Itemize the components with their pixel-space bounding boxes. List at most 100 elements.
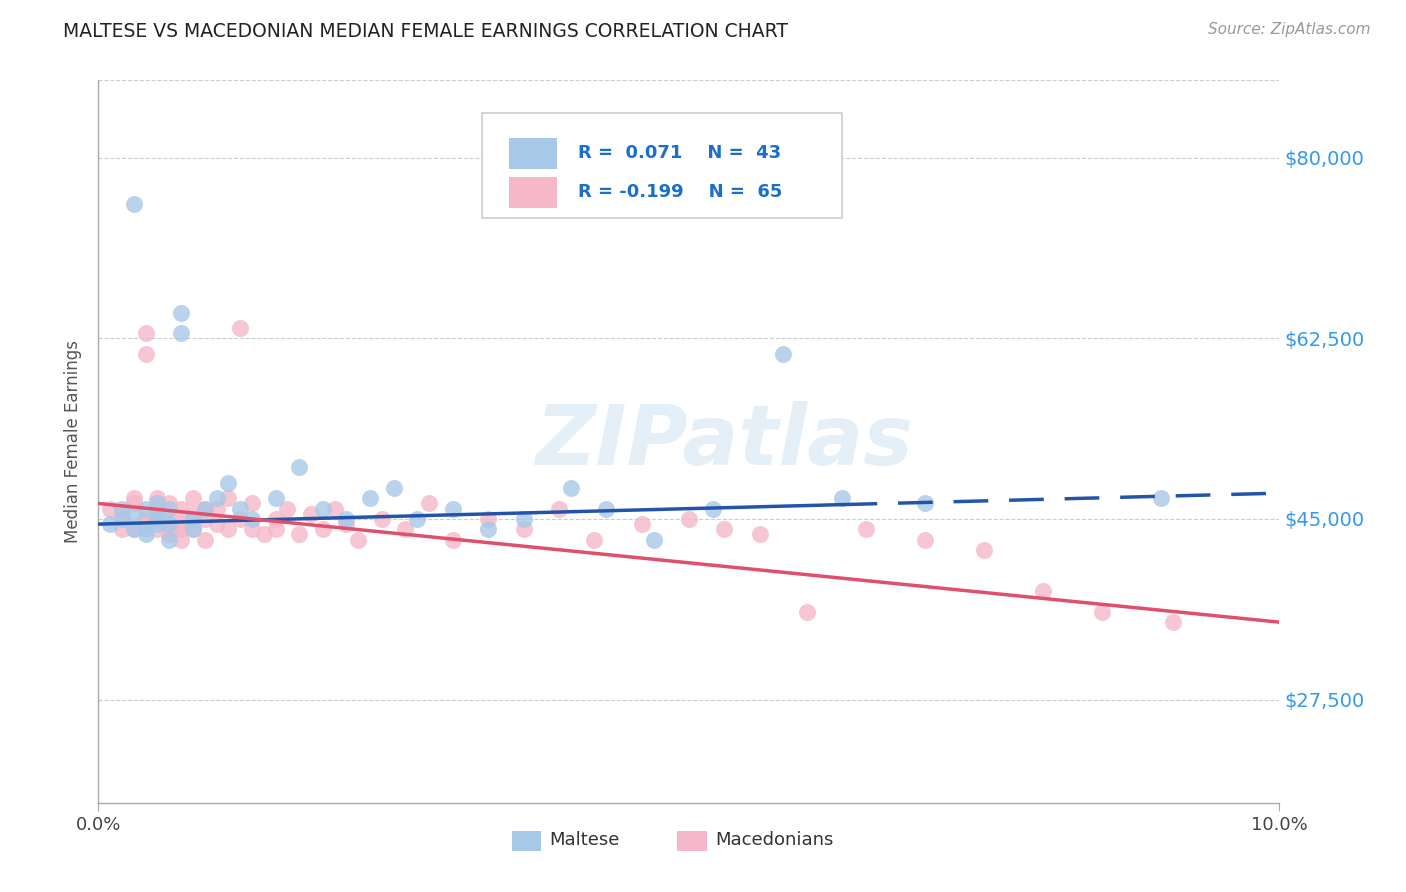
- Text: Source: ZipAtlas.com: Source: ZipAtlas.com: [1208, 22, 1371, 37]
- Point: [229, 512, 252, 526]
- Point: [630, 517, 652, 532]
- Point: [157, 496, 180, 510]
- Point: [548, 501, 571, 516]
- Point: [512, 522, 534, 536]
- Point: [240, 522, 263, 536]
- Point: [181, 491, 204, 506]
- Point: [240, 496, 263, 510]
- Point: [595, 501, 617, 516]
- Point: [914, 533, 936, 547]
- Point: [288, 460, 311, 475]
- Point: [560, 481, 582, 495]
- Point: [382, 481, 405, 495]
- Point: [181, 522, 204, 536]
- FancyBboxPatch shape: [512, 831, 541, 851]
- Point: [122, 491, 145, 506]
- Point: [441, 501, 464, 516]
- Point: [240, 512, 263, 526]
- Point: [194, 501, 217, 516]
- Point: [135, 512, 157, 526]
- Point: [205, 501, 228, 516]
- Point: [583, 533, 606, 547]
- Point: [194, 512, 217, 526]
- Point: [264, 522, 287, 536]
- Point: [170, 517, 193, 532]
- Point: [157, 512, 180, 526]
- Point: [135, 347, 157, 361]
- Point: [973, 542, 995, 557]
- Point: [855, 522, 877, 536]
- Point: [146, 507, 169, 521]
- Point: [914, 496, 936, 510]
- Point: [122, 197, 145, 211]
- Point: [394, 522, 416, 536]
- Point: [111, 522, 134, 536]
- FancyBboxPatch shape: [482, 112, 842, 218]
- Point: [1032, 584, 1054, 599]
- Point: [217, 522, 239, 536]
- Point: [122, 522, 145, 536]
- Text: ZIPatlas: ZIPatlas: [536, 401, 914, 482]
- Point: [335, 512, 357, 526]
- Point: [796, 605, 818, 619]
- Point: [157, 522, 180, 536]
- Point: [170, 533, 193, 547]
- Point: [418, 496, 440, 510]
- Point: [335, 517, 357, 532]
- Y-axis label: Median Female Earnings: Median Female Earnings: [65, 340, 83, 543]
- Point: [441, 533, 464, 547]
- Point: [276, 501, 298, 516]
- Point: [111, 507, 134, 521]
- Point: [253, 527, 276, 541]
- Text: Maltese: Maltese: [550, 830, 620, 848]
- Point: [678, 512, 700, 526]
- Point: [135, 326, 157, 341]
- Point: [157, 533, 180, 547]
- Point: [229, 501, 252, 516]
- Point: [1091, 605, 1114, 619]
- Point: [229, 321, 252, 335]
- Point: [299, 507, 322, 521]
- Point: [157, 527, 180, 541]
- Point: [122, 496, 145, 510]
- Point: [122, 522, 145, 536]
- Point: [323, 501, 346, 516]
- Point: [512, 512, 534, 526]
- Point: [359, 491, 381, 506]
- Point: [170, 501, 193, 516]
- Point: [146, 512, 169, 526]
- Text: Macedonians: Macedonians: [714, 830, 834, 848]
- Point: [477, 512, 499, 526]
- Text: R = -0.199    N =  65: R = -0.199 N = 65: [578, 184, 782, 202]
- Point: [135, 527, 157, 541]
- FancyBboxPatch shape: [509, 138, 557, 169]
- Point: [157, 501, 180, 516]
- Point: [217, 475, 239, 490]
- Point: [264, 491, 287, 506]
- Point: [170, 326, 193, 341]
- Point: [312, 501, 335, 516]
- FancyBboxPatch shape: [678, 831, 707, 851]
- Point: [1161, 615, 1184, 630]
- Point: [713, 522, 735, 536]
- Point: [98, 501, 121, 516]
- Point: [217, 491, 239, 506]
- Point: [111, 501, 134, 516]
- Point: [146, 501, 169, 516]
- Point: [181, 512, 204, 526]
- Point: [181, 522, 204, 536]
- Point: [170, 305, 193, 319]
- Point: [643, 533, 665, 547]
- FancyBboxPatch shape: [509, 178, 557, 208]
- Point: [146, 512, 169, 526]
- Text: MALTESE VS MACEDONIAN MEDIAN FEMALE EARNINGS CORRELATION CHART: MALTESE VS MACEDONIAN MEDIAN FEMALE EARN…: [63, 22, 789, 41]
- Point: [371, 512, 394, 526]
- Point: [194, 533, 217, 547]
- Point: [312, 522, 335, 536]
- Point: [111, 512, 134, 526]
- Point: [181, 507, 204, 521]
- Point: [157, 517, 180, 532]
- Point: [135, 517, 157, 532]
- Point: [205, 517, 228, 532]
- Point: [406, 512, 429, 526]
